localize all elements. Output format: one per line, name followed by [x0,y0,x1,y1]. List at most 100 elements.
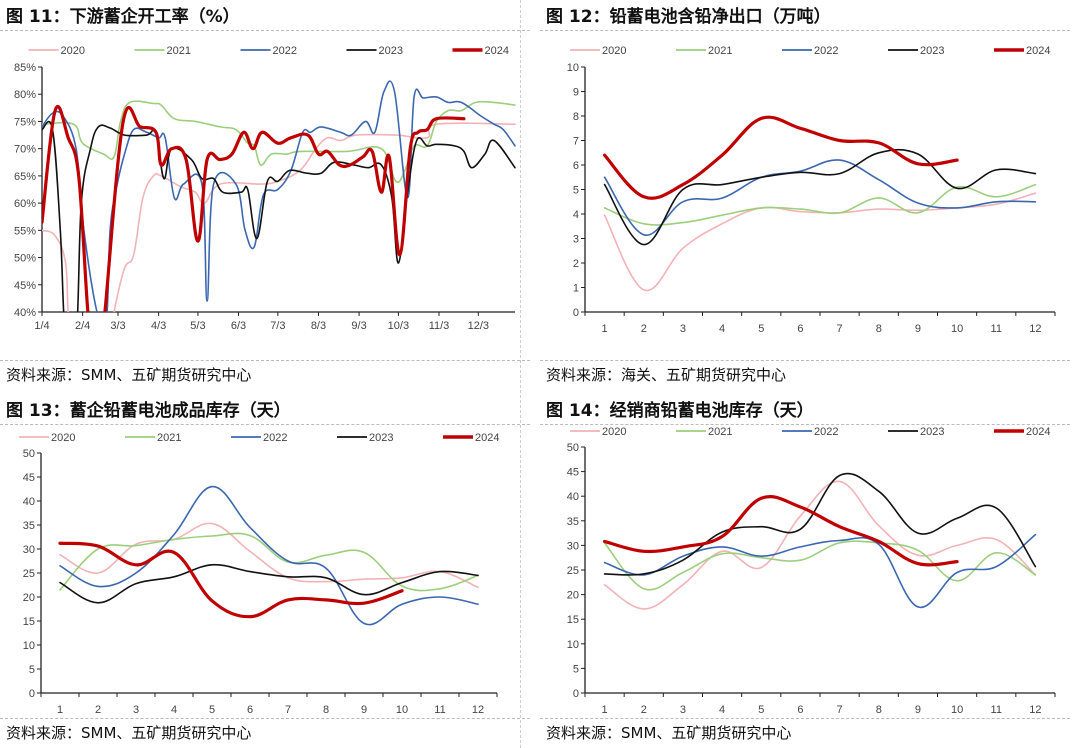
x-tick-label: 3/3 [110,320,125,332]
y-tick-label: 50% [14,253,36,265]
legend-item-2024: 2024 [443,432,499,444]
series-line-2024 [602,115,959,200]
y-tick-label: 8 [573,111,579,123]
legend-label: 2022 [814,426,838,438]
x-tick-label: 8/3 [311,320,326,332]
y-tick-label: 60% [14,198,36,210]
chart-panel-11: 图 11：下游蓄企开工率（%） 40% 45% 50% 55% 60% 65% 70% 75%… [0,0,540,390]
y-tick-label: 2 [573,258,579,270]
legend-label: 2023 [379,45,403,57]
legend-label: 2020 [61,45,85,57]
x-tick-label: 9 [361,704,367,716]
x-tick-label: 9/3 [351,320,366,332]
y-tick-label: 0 [573,307,579,319]
series-line-2024 [58,541,404,619]
y-tick-label: 45% [14,280,36,292]
x-tick-label: 4/3 [151,320,166,332]
chart-title: 图 14：经销商铅蓄电池库存（天） [546,401,814,421]
x-tick-label: 9 [915,704,921,716]
x-tick-label: 6 [797,323,803,335]
divider [0,360,530,361]
divider [540,424,1070,425]
chart-title: 图 12：铅蓄电池含铅净出口（万吨） [546,7,831,27]
series-line-2022 [603,533,1037,609]
line-chart-11: 40% 45% 50% 55% 60% 65% 70% 75% 80% 85% 1/4 2/4 3/3 4… [14,45,516,332]
legend-item-2020: 2020 [19,432,75,444]
x-tick-label: 7 [285,704,291,716]
y-tick-label: 15 [567,614,579,626]
legend-label: 2020 [602,426,626,438]
x-tick-label: 10 [951,323,963,335]
x-tick-label: 6 [247,704,253,716]
series-line-2021 [59,532,479,592]
legend-item-2020: 2020 [570,426,626,438]
divider [0,718,530,719]
y-tick-label: 10 [567,62,579,74]
legend-label: 2023 [369,432,393,444]
series-line-2022 [59,485,479,626]
x-tick-label: 12/3 [468,320,489,332]
y-tick-label: 0 [29,688,35,700]
legend-item-2021: 2021 [125,432,181,444]
x-tick-label: 11 [434,704,445,716]
y-tick-label: 65% [14,171,36,183]
x-tick-label: 4 [719,704,725,716]
y-tick-label: 25 [567,565,579,577]
x-tick-label: 5 [758,704,764,716]
y-tick-label: 3 [573,234,579,246]
legend-item-2023: 2023 [888,45,944,57]
x-tick-label: 6/3 [231,320,246,332]
legend-item-2021: 2021 [134,45,191,57]
x-tick-label: 11 [991,323,1002,335]
divider [540,30,1070,31]
y-tick-label: 50 [567,442,579,454]
x-tick-label: 7 [837,704,843,716]
y-tick-label: 25 [23,568,35,580]
chart-source: 资料来源：海关、五矿期货研究中心 [546,366,787,384]
chart-source: 资料来源：SMM、五矿期货研究中心 [6,366,252,384]
x-tick-label: 12 [472,704,484,716]
x-tick-label: 8 [323,704,329,716]
x-tick-label: 3 [133,704,139,716]
legend-label: 2022 [814,45,838,57]
y-tick-label: 0 [573,688,579,700]
series-line-2023 [42,120,516,312]
legend-label: 2020 [602,45,626,57]
x-tick-label: 5/3 [190,320,205,332]
x-tick-label: 5 [209,704,215,716]
column-divider [520,0,521,748]
series-line-2022 [603,159,1037,236]
x-tick-label: 8 [876,323,882,335]
legend-item-2024: 2024 [994,45,1050,57]
series-line-2024 [42,105,466,312]
divider [540,360,1070,361]
y-tick-label: 5 [573,185,579,197]
y-tick-label: 10 [567,639,579,651]
chart-title: 图 11：下游蓄企开工率（%） [6,7,240,27]
y-tick-label: 80% [14,89,36,101]
series-line-2021 [603,183,1037,226]
chart-panel-12: 图 12：铅蓄电池含铅净出口（万吨） 0 1 2 3 4 5 6 7 8 9 10 1 2 3 4 5 6 7 8 9… [540,0,1080,390]
x-tick-label: 10 [396,704,408,716]
x-tick-label: 12 [1029,704,1041,716]
series-line-2020 [603,480,1037,610]
x-tick-label: 6 [797,704,803,716]
x-tick-label: 2/4 [75,320,90,332]
y-tick-label: 4 [573,209,579,221]
x-tick-label: 9 [915,323,921,335]
y-tick-label: 1 [573,283,579,295]
x-tick-label: 5 [758,323,764,335]
y-tick-label: 5 [573,663,579,675]
y-tick-label: 40 [567,491,579,503]
legend-item-2022: 2022 [231,432,287,444]
series-line-2023 [603,148,1037,246]
chart-source: 资料来源：SMM、五矿期货研究中心 [546,724,792,742]
y-tick-label: 45 [567,467,579,479]
x-tick-label: 1 [602,323,608,335]
legend-item-2020: 2020 [570,45,626,57]
y-tick-label: 10 [23,640,35,652]
y-tick-label: 70% [14,144,36,156]
chart-panel-13: 图 13：蓄企铅蓄电池成品库存（天） 0 5 10 15 20 25 30 35 40 45 50 1… [0,394,540,748]
series-line-2020 [42,122,516,312]
